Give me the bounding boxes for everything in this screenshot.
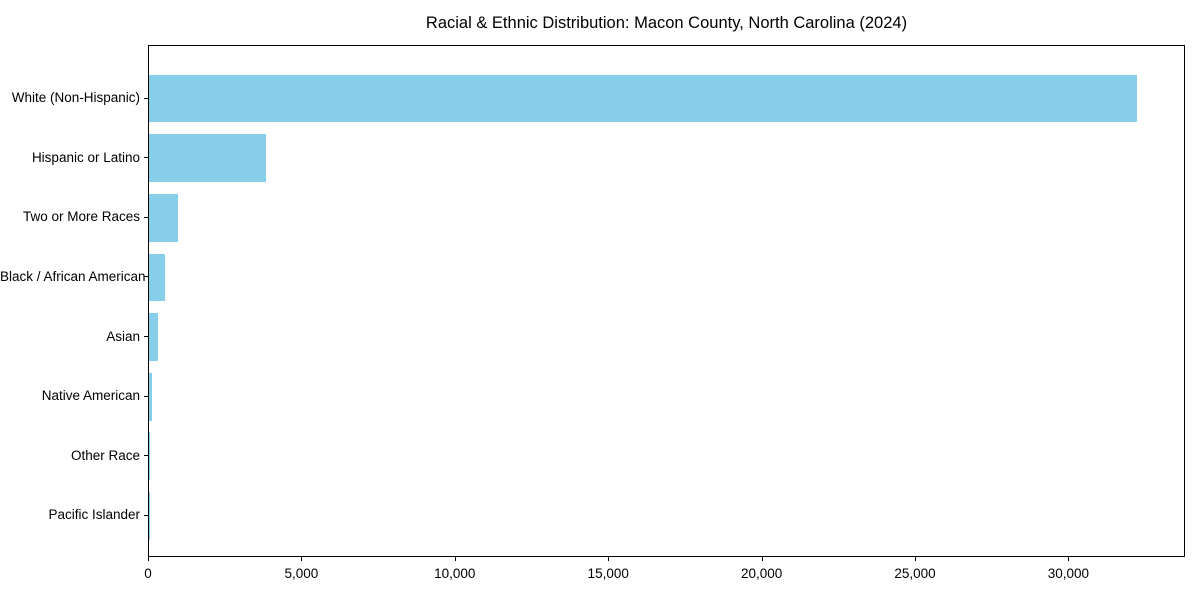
x-tick-mark: [454, 557, 456, 561]
y-tick-mark: [144, 336, 148, 338]
y-tick-mark: [144, 455, 148, 457]
bar: [149, 253, 165, 302]
x-tick-label: 15,000: [587, 566, 629, 581]
y-tick-label: Pacific Islander: [48, 507, 140, 523]
y-tick-label: Asian: [106, 328, 140, 344]
bar: [149, 432, 151, 481]
y-tick-mark: [144, 216, 148, 218]
y-tick-label: White (Non-Hispanic): [11, 90, 140, 105]
y-tick-label: Black / African American: [0, 268, 146, 284]
x-tick-label: 10,000: [434, 566, 476, 581]
y-tick-label: Two or More Races: [22, 209, 140, 225]
plot-area: [148, 45, 1185, 557]
x-tick-label: 25,000: [894, 566, 936, 581]
y-tick-mark: [144, 514, 148, 516]
bar: [149, 74, 1137, 123]
y-tick-mark: [144, 157, 148, 159]
bar: [149, 372, 153, 421]
x-tick-label: 30,000: [1047, 566, 1090, 581]
x-tick-mark: [148, 557, 149, 561]
x-tick-label: 20,000: [740, 566, 783, 581]
y-tick-mark: [144, 395, 148, 397]
x-tick-label: 0: [144, 566, 152, 581]
x-tick-label: 5,000: [284, 566, 319, 581]
y-tick-mark: [144, 276, 148, 278]
bar: [149, 193, 178, 242]
x-tick-mark: [915, 557, 916, 561]
x-tick-mark: [608, 557, 610, 561]
x-tick-mark: [761, 557, 763, 561]
y-tick-label: Native American: [41, 388, 140, 404]
y-tick-label: Other Race: [70, 447, 140, 463]
y-tick-mark: [144, 97, 148, 99]
chart-title: Racial & Ethnic Distribution: Macon Coun…: [425, 14, 908, 32]
bar: [149, 134, 267, 182]
x-tick-mark: [301, 557, 303, 561]
y-tick-label: Hispanic or Latino: [31, 149, 140, 165]
x-tick-mark: [1068, 557, 1070, 561]
bar: [149, 313, 158, 361]
